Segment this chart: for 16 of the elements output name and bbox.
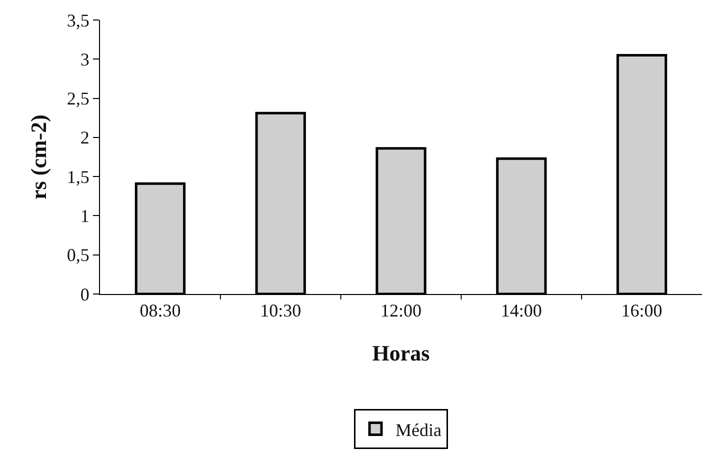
y-axis-title: rs (cm-2) [26,114,51,200]
y-tick-label: 2 [80,128,90,148]
legend-label: Média [396,420,442,440]
y-tick-label: 2,5 [66,88,90,109]
y-tick-label: 3,5 [66,10,90,30]
x-axis-title: Horas [372,340,430,366]
x-tick-label: 08:30 [140,300,181,321]
y-tick-label: 0 [80,284,90,304]
y-tick-label: 3 [80,49,90,70]
x-tick-label: 14:00 [500,300,542,321]
x-tick-label: 10:30 [260,300,302,321]
x-tick-label: 12:00 [380,300,422,321]
y-tick-label: 1 [80,206,90,226]
y-tick-label: 0,5 [66,245,90,266]
y-tick-label: 1,5 [66,166,90,187]
x-tick-label: 16:00 [621,300,662,321]
